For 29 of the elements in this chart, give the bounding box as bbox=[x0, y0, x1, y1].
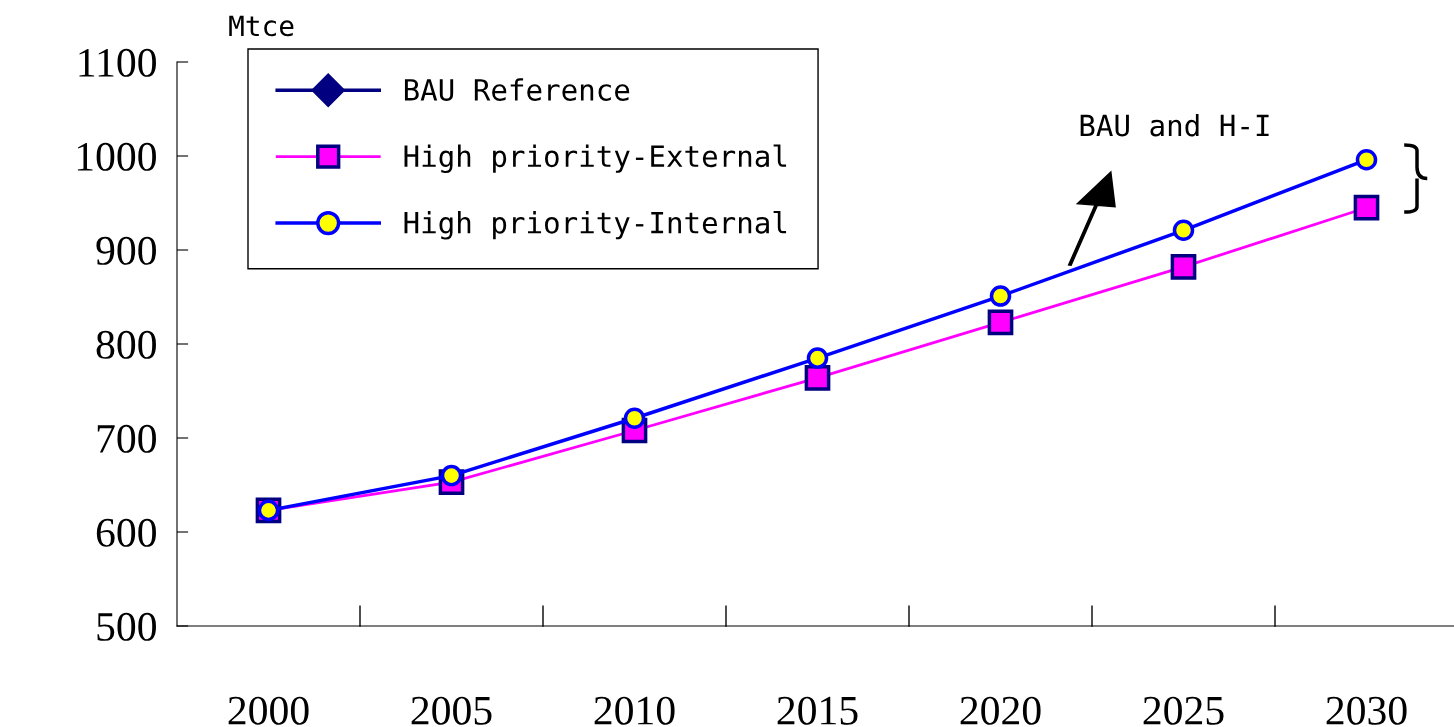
point bbox=[440, 464, 463, 487]
y-tick-label: 700 bbox=[97, 424, 156, 453]
y-tick-label: 800 bbox=[96, 330, 156, 359]
legend-label: High priority-Internal bbox=[404, 210, 787, 240]
point bbox=[1170, 254, 1197, 280]
annotation: BAU and H-I bbox=[1080, 113, 1269, 137]
legend-label: High priority-External bbox=[404, 144, 787, 174]
point bbox=[1353, 194, 1380, 221]
x-tick-label: 2010 bbox=[594, 696, 675, 725]
point bbox=[1172, 219, 1195, 242]
y-tick-label: 1100 bbox=[79, 48, 156, 77]
x-tick-label: 2015 bbox=[777, 696, 858, 725]
point bbox=[1355, 148, 1378, 171]
point bbox=[804, 364, 831, 391]
y-tick-label: 1000 bbox=[77, 142, 156, 171]
x-tick-label: 2005 bbox=[411, 696, 492, 725]
x-tick-label: 2025 bbox=[1143, 696, 1224, 725]
x-tick-label: 2030 bbox=[1326, 696, 1407, 725]
y-axis-title: Mtce bbox=[229, 15, 294, 37]
x-tick-label: 2000 bbox=[228, 696, 309, 725]
y-tick-label: 600 bbox=[96, 518, 156, 547]
x-tick-label: 2020 bbox=[960, 696, 1041, 725]
point bbox=[806, 347, 829, 369]
y-tick-label: 500 bbox=[97, 612, 156, 641]
legend-label: BAU Reference bbox=[404, 78, 630, 101]
y-tick-label: 900 bbox=[96, 236, 156, 265]
point bbox=[989, 285, 1012, 307]
point bbox=[987, 309, 1014, 336]
point bbox=[623, 407, 646, 430]
